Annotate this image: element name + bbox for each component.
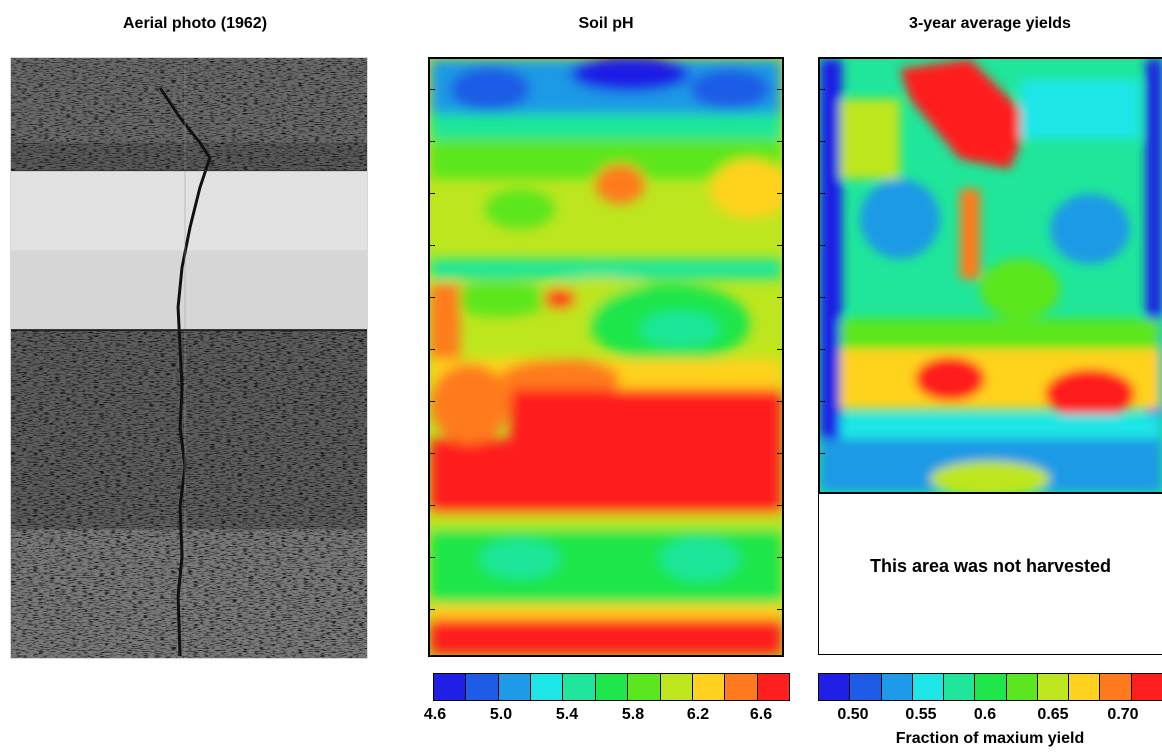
ph-colorbar-swatch (595, 674, 629, 700)
ph-colorbar-swatch (434, 674, 467, 700)
yield-axis-tick (820, 297, 825, 298)
ph-axis-tick (430, 453, 435, 454)
ph-colorbar-swatch (757, 674, 789, 700)
yield-axis-tick (820, 141, 825, 142)
ph-axis-tick (430, 401, 435, 402)
ph-axis-tick (430, 245, 435, 246)
yield-colorbar-swatch (1100, 674, 1132, 700)
yield-colorbar-swatch (1037, 674, 1070, 700)
ph-colorbar-swatch (498, 674, 532, 700)
ph-axis-tick (430, 349, 435, 350)
ph-axis-tick (777, 505, 782, 506)
soil-ph-title: Soil pH (578, 15, 634, 32)
ph-colorbar (433, 673, 790, 701)
yield-colorbar-swatch (881, 674, 913, 700)
ph-colorbar-swatch (531, 674, 564, 700)
ph-axis-tick (777, 557, 782, 558)
aerial-photo-title: Aerial photo (1962) (122, 15, 268, 32)
ph-axis-tick (430, 297, 435, 298)
ph-colorbar-tick-label: 5.8 (621, 706, 645, 723)
yield-axis-tick (820, 245, 825, 246)
yield-colorbar-swatch (975, 674, 1007, 700)
yields-title: 3-year average yields (909, 15, 1071, 32)
ph-axis-tick (777, 89, 782, 90)
ph-axis-tick (777, 401, 782, 402)
ph-colorbar-swatch (563, 674, 596, 700)
not-harvested-area: This area was not harvested (818, 493, 1162, 655)
yield-colorbar-tick-label: 0.70 (1107, 706, 1139, 723)
yield-axis-tick (820, 89, 825, 90)
ph-colorbar-tick-label: 5.4 (555, 706, 579, 723)
ph-colorbar-tick-label: 5.0 (489, 706, 513, 723)
yield-axis-tick (820, 349, 825, 350)
ph-axis-tick (430, 89, 435, 90)
ph-axis-tick (777, 453, 782, 454)
yield-colorbar-swatch (1006, 674, 1038, 700)
yield-colorbar (818, 673, 1162, 701)
ph-colorbar-swatch (628, 674, 661, 700)
ph-axis-tick (777, 297, 782, 298)
ph-axis-tick (430, 505, 435, 506)
yield-axis-tick (820, 193, 825, 194)
yield-map (818, 57, 1162, 494)
ph-axis-tick (430, 557, 435, 558)
not-harvested-label: This area was not harvested (869, 556, 1112, 576)
ph-axis-tick (777, 193, 782, 194)
yield-colorbar-swatch (912, 674, 945, 700)
ph-axis-tick (777, 609, 782, 610)
ph-colorbar-tick-label: 6.2 (686, 706, 710, 723)
ph-axis-tick (777, 141, 782, 142)
ph-axis-tick (430, 193, 435, 194)
ph-colorbar-swatch (725, 674, 758, 700)
yield-colorbar-label: Fraction of maxium yield (895, 730, 1085, 747)
ph-axis-tick (777, 245, 782, 246)
ph-colorbar-swatch (660, 674, 693, 700)
aerial-photo-map (10, 57, 368, 659)
yield-colorbar-tick-label: 0.50 (837, 706, 869, 723)
ph-colorbar-tick-label: 4.6 (423, 706, 447, 723)
yield-colorbar-tick-label: 0.6 (973, 706, 997, 723)
yield-colorbar-tick-label: 0.65 (1037, 706, 1069, 723)
yield-colorbar-swatch (1069, 674, 1101, 700)
ph-axis-tick (777, 349, 782, 350)
yield-colorbar-swatch (850, 674, 882, 700)
yield-colorbar-tick-label: 0.55 (905, 706, 937, 723)
yield-axis-tick (820, 401, 825, 402)
yield-colorbar-swatch (944, 674, 976, 700)
yield-axis-tick (820, 453, 825, 454)
ph-colorbar-swatch (692, 674, 726, 700)
yield-colorbar-swatch (819, 674, 851, 700)
ph-colorbar-tick-label: 6.6 (749, 706, 773, 723)
ph-colorbar-swatch (466, 674, 499, 700)
ph-axis-tick (430, 141, 435, 142)
yield-colorbar-swatch (1131, 674, 1162, 700)
ph-axis-tick (430, 609, 435, 610)
soil-ph-map (428, 57, 784, 657)
